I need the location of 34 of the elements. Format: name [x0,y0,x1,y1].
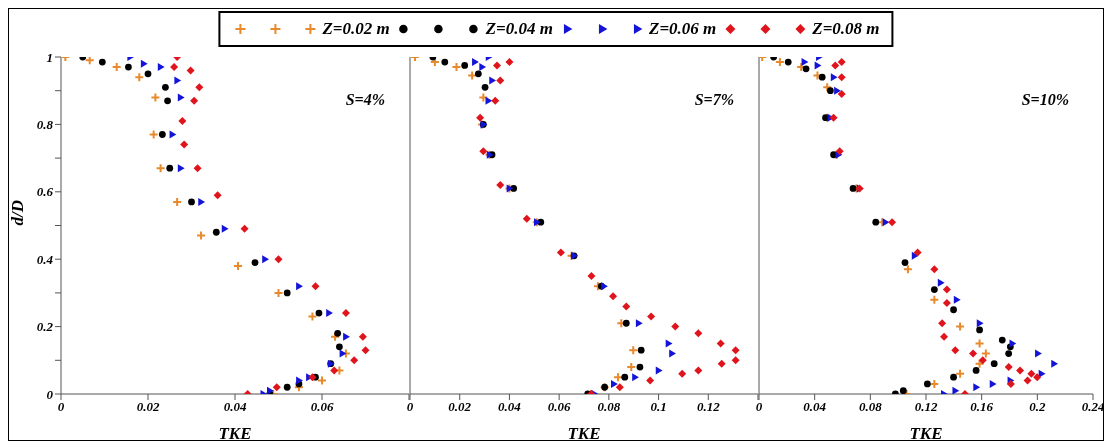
y-tick-label: 1 [46,49,53,65]
y-axis-title: d/D [8,200,28,226]
x-tick-label: 0 [406,399,414,415]
x-tick-label: 0.08 [597,399,621,415]
legend-label: Z=0.08 m [812,19,880,39]
x-tick-label: 0.06 [547,399,572,415]
x-tick-label: 0.04 [498,399,522,415]
y-tick-label: 0.2 [36,319,54,335]
x-tick-label: 0 [755,399,763,415]
x-tick-label: 0.02 [136,399,160,415]
x-tick-label: 0.06 [310,399,334,415]
y-tick-label: 0.6 [36,184,54,200]
y-tick-label: 0.8 [36,117,54,133]
annotation: S=10% [1021,91,1069,109]
legend-label: Z=0.02 m [322,19,390,39]
x-tick-label: 0.16 [970,399,994,415]
x-tick-label: 0 [57,399,65,415]
x-tick-label: 0.04 [223,399,247,415]
x-tick-label: 0.1 [650,399,667,415]
x-tick-label: 0.2 [1029,399,1046,415]
x-axis-title: TKE [567,424,601,441]
x-axis-title: TKE [909,424,943,441]
x-tick-label: 0.02 [448,399,472,415]
annotation: S=4% [345,91,385,109]
x-tick-label: 0.08 [858,399,883,415]
legend-label: Z=0.06 m [649,19,717,39]
x-axis-title: TKE [218,424,252,441]
x-tick-label: 0.12 [914,399,938,415]
annotation: S=7% [694,91,734,109]
y-tick-label: 0.4 [36,251,54,267]
x-tick-label: 0.04 [803,399,827,415]
legend-label: Z=0.04 m [485,19,553,39]
x-tick-label: 0.12 [696,399,721,415]
y-tick-label: 0 [46,386,54,402]
